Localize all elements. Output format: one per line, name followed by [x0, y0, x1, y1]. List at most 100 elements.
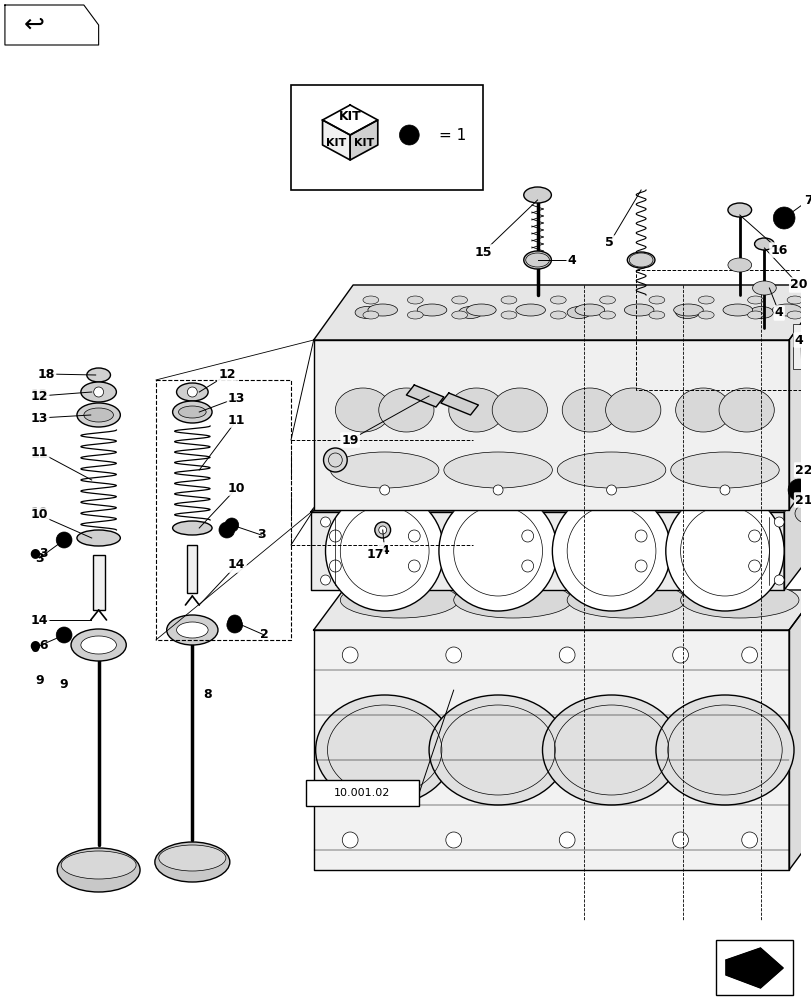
Circle shape: [776, 211, 790, 225]
Text: = 1: = 1: [439, 127, 466, 142]
Circle shape: [225, 518, 238, 532]
Ellipse shape: [605, 388, 660, 432]
Text: 18: 18: [37, 368, 55, 381]
Text: 12: 12: [31, 388, 48, 401]
Ellipse shape: [57, 848, 139, 892]
Circle shape: [380, 485, 389, 495]
Circle shape: [323, 448, 347, 472]
Bar: [636, 270, 811, 390]
Text: 4: 4: [794, 334, 802, 347]
Ellipse shape: [627, 252, 654, 268]
Text: 5: 5: [604, 236, 613, 249]
Circle shape: [408, 560, 419, 572]
Ellipse shape: [697, 296, 713, 304]
Ellipse shape: [648, 311, 664, 319]
Circle shape: [492, 485, 503, 495]
Ellipse shape: [670, 452, 779, 488]
Ellipse shape: [166, 615, 217, 645]
Text: ●6: ●6: [30, 639, 49, 652]
Ellipse shape: [466, 304, 496, 316]
Polygon shape: [322, 120, 350, 160]
Circle shape: [325, 491, 444, 611]
Polygon shape: [313, 285, 811, 340]
Ellipse shape: [340, 582, 458, 618]
Text: 10.001.02: 10.001.02: [333, 788, 390, 798]
Text: 3: 3: [35, 552, 44, 564]
Ellipse shape: [81, 636, 116, 654]
Ellipse shape: [407, 296, 423, 304]
Circle shape: [342, 647, 358, 663]
Ellipse shape: [335, 388, 390, 432]
Circle shape: [320, 575, 330, 585]
Ellipse shape: [81, 382, 116, 402]
Circle shape: [226, 617, 242, 633]
Ellipse shape: [561, 388, 616, 432]
Circle shape: [320, 517, 330, 527]
Bar: [156, 380, 290, 640]
Polygon shape: [311, 467, 811, 512]
Circle shape: [57, 628, 71, 642]
Ellipse shape: [173, 401, 212, 423]
Ellipse shape: [451, 296, 467, 304]
Ellipse shape: [550, 311, 565, 319]
Ellipse shape: [61, 851, 136, 879]
Text: 13: 13: [31, 412, 48, 424]
Circle shape: [772, 207, 794, 229]
Text: 19: 19: [341, 434, 358, 446]
Circle shape: [774, 575, 783, 585]
Polygon shape: [788, 590, 811, 870]
Ellipse shape: [523, 187, 551, 203]
Ellipse shape: [417, 304, 446, 316]
Ellipse shape: [749, 306, 772, 318]
Text: 11: 11: [31, 446, 48, 458]
Bar: [187, 545, 197, 593]
Circle shape: [665, 491, 783, 611]
Circle shape: [329, 530, 341, 542]
Ellipse shape: [155, 842, 230, 882]
Ellipse shape: [176, 383, 208, 401]
Text: 20: 20: [789, 278, 807, 292]
Ellipse shape: [523, 251, 551, 269]
Text: 3: 3: [257, 528, 265, 542]
Circle shape: [787, 479, 809, 501]
Ellipse shape: [84, 408, 114, 422]
Circle shape: [634, 560, 646, 572]
Ellipse shape: [354, 306, 378, 318]
Text: 9: 9: [35, 674, 44, 686]
Text: 21: 21: [794, 493, 811, 506]
Polygon shape: [313, 590, 811, 630]
Text: 7: 7: [804, 194, 811, 207]
Ellipse shape: [794, 504, 811, 524]
Polygon shape: [322, 105, 377, 135]
Circle shape: [748, 560, 760, 572]
Ellipse shape: [624, 304, 653, 316]
Polygon shape: [788, 285, 811, 510]
Polygon shape: [725, 948, 782, 988]
Text: 14: 14: [31, 613, 48, 626]
Circle shape: [740, 647, 757, 663]
Circle shape: [636, 255, 646, 265]
Polygon shape: [311, 512, 783, 590]
Circle shape: [439, 491, 556, 611]
Ellipse shape: [444, 452, 551, 488]
Ellipse shape: [747, 311, 762, 319]
Bar: [306, 780, 418, 806]
Text: 22: 22: [794, 464, 811, 477]
Circle shape: [559, 832, 574, 848]
Bar: [792, 324, 804, 368]
Circle shape: [375, 522, 390, 538]
Ellipse shape: [367, 304, 397, 316]
Circle shape: [559, 647, 574, 663]
Ellipse shape: [77, 403, 120, 427]
Ellipse shape: [804, 365, 811, 381]
Text: 2: 2: [260, 629, 268, 642]
Ellipse shape: [804, 336, 811, 352]
Text: 16: 16: [770, 243, 787, 256]
Ellipse shape: [786, 296, 802, 304]
Text: 18: 18: [37, 367, 55, 380]
Text: 11: 11: [31, 448, 48, 462]
Circle shape: [56, 627, 72, 643]
Ellipse shape: [727, 258, 751, 272]
Ellipse shape: [599, 311, 615, 319]
Circle shape: [719, 485, 729, 495]
